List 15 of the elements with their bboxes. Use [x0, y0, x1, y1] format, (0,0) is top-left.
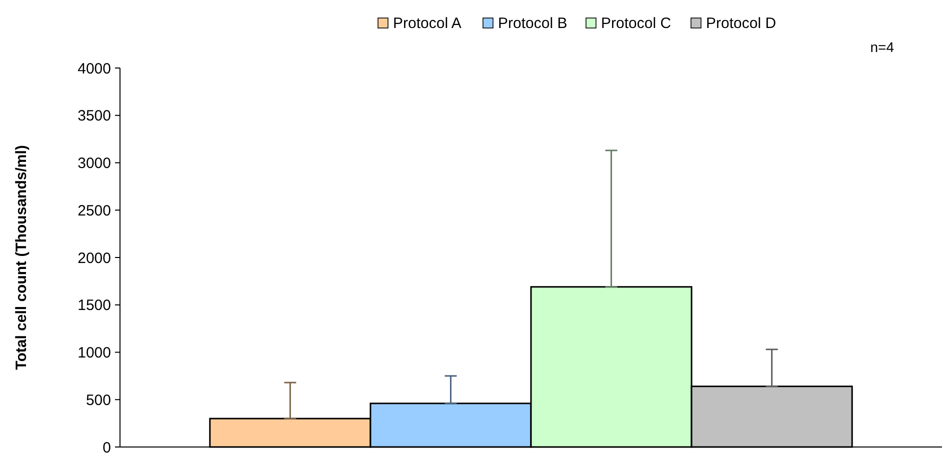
- legend-label: Protocol A: [393, 15, 462, 32]
- legend-label: Protocol C: [601, 15, 672, 32]
- y-tick-label: 2500: [78, 202, 111, 220]
- y-axis-title: Total cell count (Thousands/ml): [13, 145, 30, 370]
- y-tick-label: 1000: [78, 344, 111, 362]
- y-tick-label: 2000: [78, 250, 111, 267]
- legend-label: Protocol B: [498, 15, 568, 32]
- y-tick-label: 4000: [78, 60, 111, 78]
- y-tick-label: 1500: [78, 297, 111, 314]
- y-tick-label: 3000: [78, 155, 111, 172]
- y-tick-label: 0: [102, 439, 111, 456]
- y-tick-label: 3500: [78, 108, 111, 125]
- y-tick-label: 500: [86, 392, 111, 409]
- text: n=4: [870, 39, 894, 55]
- legend-label: Protocol D: [706, 15, 776, 32]
